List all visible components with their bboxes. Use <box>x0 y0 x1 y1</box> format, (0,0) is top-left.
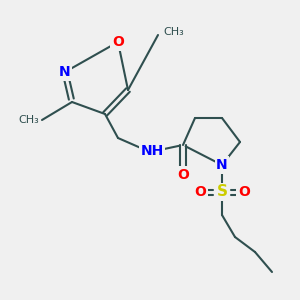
Text: CH₃: CH₃ <box>163 27 184 37</box>
Text: S: S <box>217 184 227 200</box>
Text: O: O <box>112 35 124 49</box>
Text: NH: NH <box>140 144 164 158</box>
Text: O: O <box>238 185 250 199</box>
Text: O: O <box>177 168 189 182</box>
Text: CH₃: CH₃ <box>18 115 39 125</box>
Text: N: N <box>216 158 228 172</box>
Text: O: O <box>194 185 206 199</box>
Text: N: N <box>59 65 71 79</box>
